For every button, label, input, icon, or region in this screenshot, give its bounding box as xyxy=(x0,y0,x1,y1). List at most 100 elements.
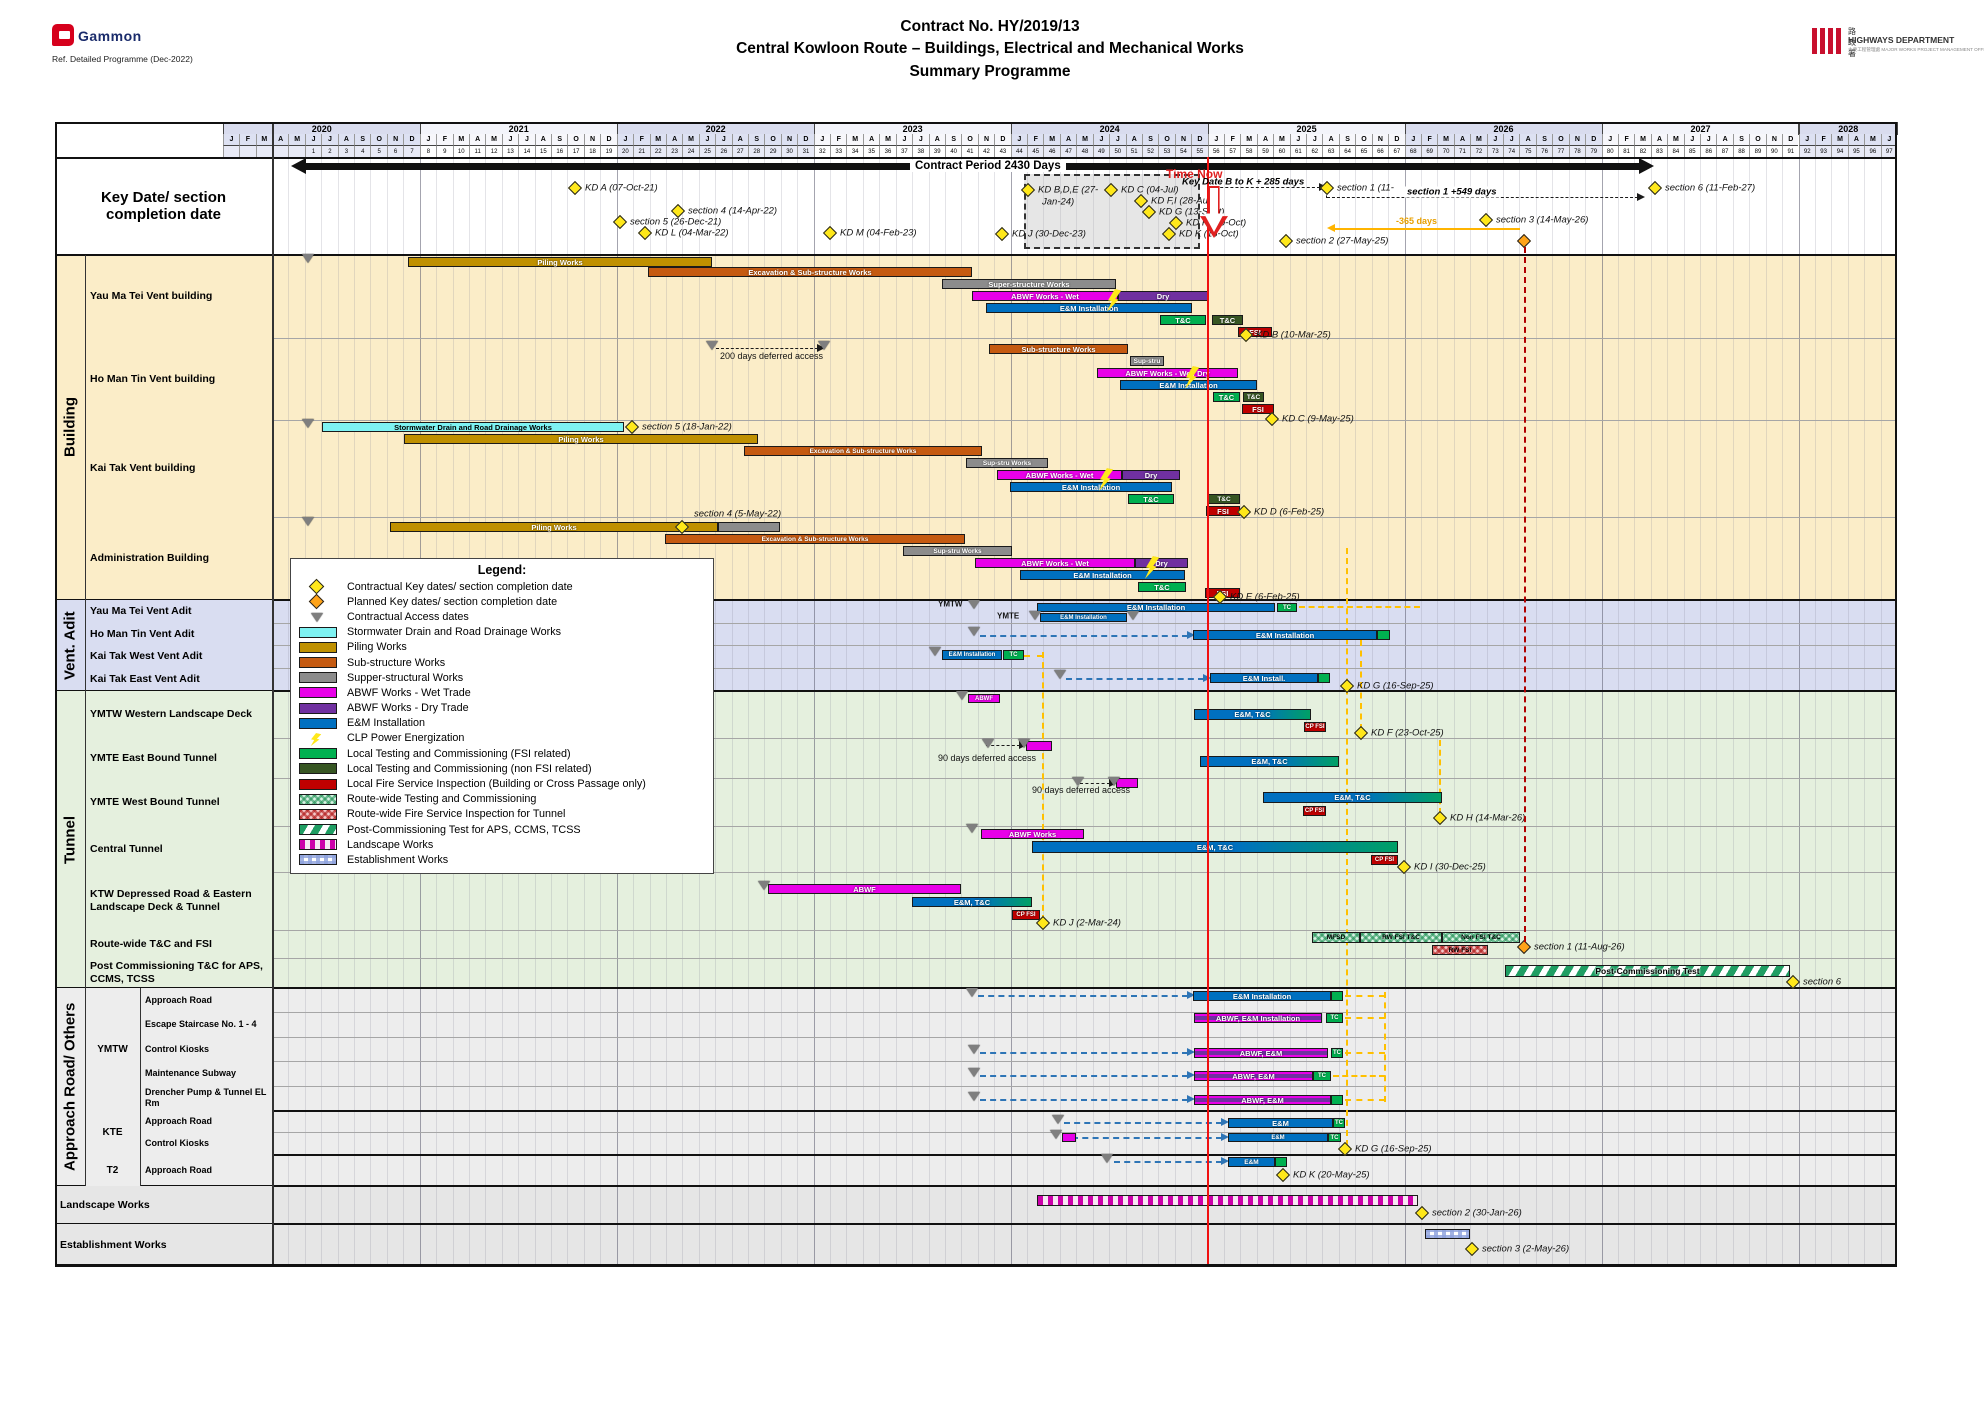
row-label: Control Kiosks xyxy=(140,1037,272,1061)
header-month-cell: A xyxy=(272,134,289,146)
header-number-cell: 5 xyxy=(370,146,387,157)
legend-item-label: Landscape Works xyxy=(347,838,434,851)
header-month-cell: F xyxy=(436,134,453,146)
bar-abwf_em: ABWF, E&M Installation xyxy=(1194,1013,1322,1023)
annotation-text: YMTE xyxy=(997,611,1020,621)
header-month-cell: O xyxy=(1158,134,1175,146)
header-month-cell: S xyxy=(944,134,962,146)
bar-em: E&M Install. xyxy=(1210,673,1318,683)
header-number-cell: 61 xyxy=(1289,146,1307,157)
header-number-cell: 77 xyxy=(1552,146,1569,157)
gridline-month xyxy=(1470,157,1472,1266)
header-number-cell: 15 xyxy=(534,146,552,157)
bar-em_tc: E&M, T&C xyxy=(1200,756,1339,767)
gridline-month xyxy=(1634,157,1636,1266)
key-date-label: KD L (04-Mar-22) xyxy=(655,227,729,239)
connector-bd xyxy=(978,995,1188,997)
gridline-month xyxy=(1027,157,1029,1266)
gridline-month xyxy=(1322,157,1324,1266)
bar-tc xyxy=(1275,1157,1287,1167)
header-month-cell: F xyxy=(1420,134,1438,146)
dia-p-icon xyxy=(308,594,325,610)
header-month-cell: N xyxy=(780,134,798,146)
access-date-triangle-icon xyxy=(1029,611,1041,620)
title-block: Contract No. HY/2019/13 Central Kowloon … xyxy=(560,16,1420,83)
bar-tc xyxy=(1331,1095,1343,1105)
frame-bottom xyxy=(55,1264,1897,1266)
gridline-month xyxy=(1486,157,1488,1266)
header-number-cell: 19 xyxy=(600,146,617,157)
bar-postcomm: Post-Commissioning Test xyxy=(1505,965,1790,977)
header-number-cell: 22 xyxy=(649,146,666,157)
bar-tc xyxy=(1318,673,1330,683)
header-number-cell xyxy=(272,146,289,157)
header-month-cell: J xyxy=(1683,134,1700,146)
header-number-cell: 6 xyxy=(386,146,404,157)
row-label: KTW Depressed Road & Eastern Landscape D… xyxy=(85,872,272,930)
header-month-cell: A xyxy=(1847,134,1865,146)
row-label: Approach Road xyxy=(140,988,272,1012)
gridline-month xyxy=(780,157,782,1266)
header-number-cell: 45 xyxy=(1027,146,1044,157)
bar-superstructure: Super-structure Works xyxy=(942,279,1116,289)
highways-department-cn: 路政署 xyxy=(1848,27,1858,58)
header-number-cell: 67 xyxy=(1388,146,1405,157)
bar-superstructure xyxy=(718,522,780,532)
bar-em_tc: E&M, T&C xyxy=(1032,841,1398,853)
group-divider xyxy=(85,255,86,600)
connector-bd xyxy=(1064,1122,1222,1124)
row-label: Drencher Pump & Tunnel EL Rm xyxy=(140,1086,272,1110)
access-date-triangle-icon xyxy=(1101,1154,1113,1163)
row-label: Administration Building xyxy=(85,517,272,600)
contractual-key-date-diamond-icon xyxy=(1478,212,1494,228)
contractual-key-date-diamond-icon xyxy=(822,225,838,241)
row-divider xyxy=(85,738,1897,739)
connector-yd xyxy=(1360,640,1362,730)
row-label: Control Kiosks xyxy=(140,1132,272,1154)
gridline-month xyxy=(928,157,930,1266)
header-month-cell: F xyxy=(1224,134,1241,146)
row-divider xyxy=(85,872,1897,873)
key-date-label: section 1 (11-Aug-26) xyxy=(1534,941,1625,953)
header-month-cell: J xyxy=(1092,134,1110,146)
header-number-cell: 95 xyxy=(1847,146,1865,157)
key-band-divider xyxy=(55,157,1897,159)
row-divider xyxy=(85,645,1897,646)
bar-em: E&M Installation xyxy=(986,303,1192,313)
legend-item: ABWF Works - Dry Trade xyxy=(299,701,705,716)
connector-yd xyxy=(1439,740,1441,814)
header-number-cell: 16 xyxy=(551,146,568,157)
header-number-cell: 88 xyxy=(1732,146,1750,157)
header-month-cell: J xyxy=(616,134,634,146)
access-date-triangle-icon xyxy=(1052,1115,1064,1124)
header-number-cell: 38 xyxy=(912,146,929,157)
row-label: Post Commissioning T&C for APS, CCMS, TC… xyxy=(85,958,272,988)
gridline-month xyxy=(1814,157,1816,1266)
header-month-cell: M xyxy=(1470,134,1487,146)
row-divider xyxy=(140,1132,1897,1133)
header-month-cell: S xyxy=(748,134,765,146)
header-number-cell: 2 xyxy=(321,146,338,157)
bar-abwf_wet: ABWF Works - Wet xyxy=(975,558,1135,568)
legend-swatch-abwf_dry xyxy=(299,702,337,714)
header-month-cell: M xyxy=(682,134,699,146)
programme-title: Summary Programme xyxy=(909,62,1071,80)
header-number-cell: 30 xyxy=(780,146,798,157)
gridline-year xyxy=(1404,157,1406,1266)
header-number-cell: 41 xyxy=(961,146,978,157)
connector-kd xyxy=(1080,783,1110,784)
header-number-cell: 65 xyxy=(1355,146,1372,157)
group-divider xyxy=(85,600,86,691)
connector-arrowhead xyxy=(1187,1048,1195,1056)
section-divider xyxy=(55,1185,1897,1187)
gridline-month xyxy=(895,157,897,1266)
connector-yd xyxy=(1384,992,1386,1102)
header-month-cell: J xyxy=(1404,134,1421,146)
header-number-cell xyxy=(222,146,240,157)
contractual-key-date-diamond-icon xyxy=(567,180,583,196)
bar-superstructure: Sup-stru Works xyxy=(966,458,1048,468)
row-label: YMTW Western Landscape Deck xyxy=(85,691,272,738)
header-number-cell: 39 xyxy=(928,146,945,157)
legend-item: Establishment Works xyxy=(299,852,705,867)
section-bg-establishment xyxy=(55,1224,1897,1266)
